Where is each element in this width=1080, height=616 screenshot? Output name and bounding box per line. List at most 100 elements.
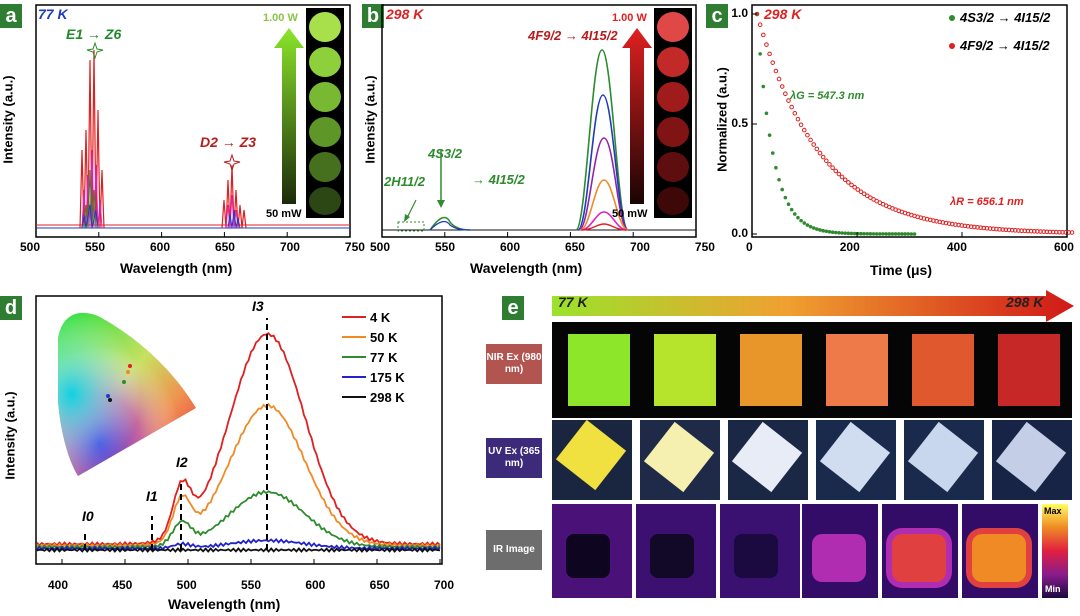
nir-sample — [568, 334, 630, 406]
spectrum-line — [36, 547, 441, 553]
scale-max: Max — [1044, 506, 1062, 516]
sample-dot — [309, 12, 341, 42]
row-label-text: NIR Ex (980 nm) — [486, 352, 542, 375]
xtick: 600 — [305, 578, 326, 592]
ir-sample — [636, 504, 716, 598]
panel-a-xlabel: Wavelength (nm) — [120, 260, 233, 276]
sample-dot — [657, 187, 689, 215]
nir-sample — [998, 334, 1060, 406]
xtick: 650 — [369, 578, 390, 592]
sample-dot — [657, 117, 689, 147]
panel-b-annot-i: → 4I15/2 — [472, 172, 525, 187]
panel-b-temp: 298 K — [386, 6, 424, 22]
xtick: 700 — [279, 240, 300, 254]
panel-e-temp-end: 298 K — [1006, 294, 1044, 310]
panel-b-power-arrow — [622, 28, 652, 204]
xtick: 550 — [434, 240, 456, 254]
uv-sample — [904, 420, 984, 500]
xtick: 450 — [112, 578, 133, 592]
xtick: 650 — [564, 240, 585, 254]
panel-b-annot-f: 4F9/2 → 4I15/2 — [528, 28, 618, 43]
panel-c-xlabel: Time (μs) — [870, 262, 932, 278]
panel-a-annot-e1: E1 → Z6 — [66, 26, 122, 42]
nir-sample — [740, 334, 802, 406]
ir-sample — [552, 504, 632, 598]
nir-sample — [826, 334, 888, 406]
xtick: 550 — [240, 578, 262, 592]
panel-a-temp: 77 K — [38, 6, 68, 22]
panel-c-legend-red: 4F9/2 → 4I15/2 — [960, 38, 1050, 53]
legend-item: 77 K — [370, 350, 398, 365]
panel-d-spectra — [36, 332, 441, 553]
sample-dot — [309, 187, 341, 215]
ytick: 0.5 — [731, 116, 748, 130]
panel-a-sample-strip — [306, 8, 344, 218]
sample-dot — [309, 117, 341, 147]
panel-c-chart — [751, 4, 1075, 238]
panel-a-ylabel: Intensity (a.u.) — [0, 75, 16, 164]
ir-sample — [882, 504, 958, 598]
panel-a-power-arrow — [274, 28, 304, 204]
panel-a-annot-d2: D2 → Z3 — [200, 134, 257, 150]
peak-i3: I3 — [252, 298, 264, 314]
uv-sample — [552, 419, 632, 500]
xtick: 750 — [694, 240, 715, 254]
xtick: 700 — [433, 578, 454, 592]
legend-item: 298 K — [370, 390, 405, 405]
panel-c-legend-green: 4S3/2 → 4I15/2 — [960, 10, 1051, 25]
ir-sample — [962, 504, 1038, 598]
xtick: 400 — [946, 240, 967, 254]
panel-b-sample-strip — [654, 8, 692, 218]
panel-a-chart — [35, 4, 351, 238]
spectrum-line — [36, 489, 441, 550]
row-label-ir: IR Image — [486, 530, 542, 570]
panel-e-temp-arrow — [552, 290, 1074, 322]
spectrum-line — [36, 537, 441, 552]
panel-b-xlabel: Wavelength (nm) — [470, 260, 583, 276]
xtick: 600 — [1053, 240, 1074, 254]
panel-a-power-low: 50 mW — [266, 208, 302, 220]
sample-dot — [657, 12, 689, 42]
row-label-uv: UV Ex (365 nm) — [486, 438, 542, 478]
xtick: 700 — [629, 240, 650, 254]
uv-row — [552, 419, 1072, 500]
nir-sample — [654, 334, 716, 406]
xtick: 600 — [499, 240, 520, 254]
legend-item: 4 K — [370, 310, 391, 325]
nir-sample — [912, 334, 974, 406]
xtick: 0 — [746, 240, 753, 254]
peak-i2: I2 — [176, 454, 188, 470]
sample-dot — [309, 47, 341, 77]
row-label-text: IR Image — [493, 544, 535, 555]
sample-dot — [657, 82, 689, 112]
panel-label-e: e — [502, 296, 524, 320]
panel-label-a: a — [0, 4, 22, 28]
row-label-nir: NIR Ex (980 nm) — [486, 344, 542, 384]
panel-c-lambda-g: λG = 547.3 nm — [790, 90, 865, 102]
panel-b-power-high: 1.00 W — [612, 12, 647, 24]
ytick: 1.0 — [731, 6, 748, 20]
panel-label-d: d — [0, 296, 22, 320]
xtick: 500 — [176, 578, 197, 592]
peak-i0: I0 — [82, 508, 94, 524]
xtick: 400 — [48, 578, 69, 592]
xtick: 200 — [839, 240, 860, 254]
uv-sample — [992, 420, 1072, 500]
decay-green — [755, 12, 917, 236]
xtick: 500 — [370, 240, 391, 254]
panel-b-xticks: 500 550 600 650 700 750 — [370, 240, 715, 254]
sample-dot — [309, 152, 341, 182]
panel-a-power-high: 1.00 W — [263, 12, 298, 24]
sample-dot — [309, 82, 341, 112]
panel-e-temp-start: 77 K — [558, 294, 588, 310]
panel-b-annot-h: 2H11/2 — [384, 174, 425, 189]
legend-item: 175 K — [370, 370, 405, 385]
nir-row — [552, 322, 1072, 418]
xtick: 750 — [344, 240, 365, 254]
panel-d-legend: 4 K 50 K 77 K 175 K 298 K — [370, 308, 405, 408]
uv-sample — [816, 420, 896, 500]
uv-sample — [640, 420, 720, 500]
xtick: 600 — [149, 240, 170, 254]
panel-d-ylabel: Intensity (a.u.) — [2, 391, 18, 480]
peak-i1: I1 — [146, 488, 158, 504]
